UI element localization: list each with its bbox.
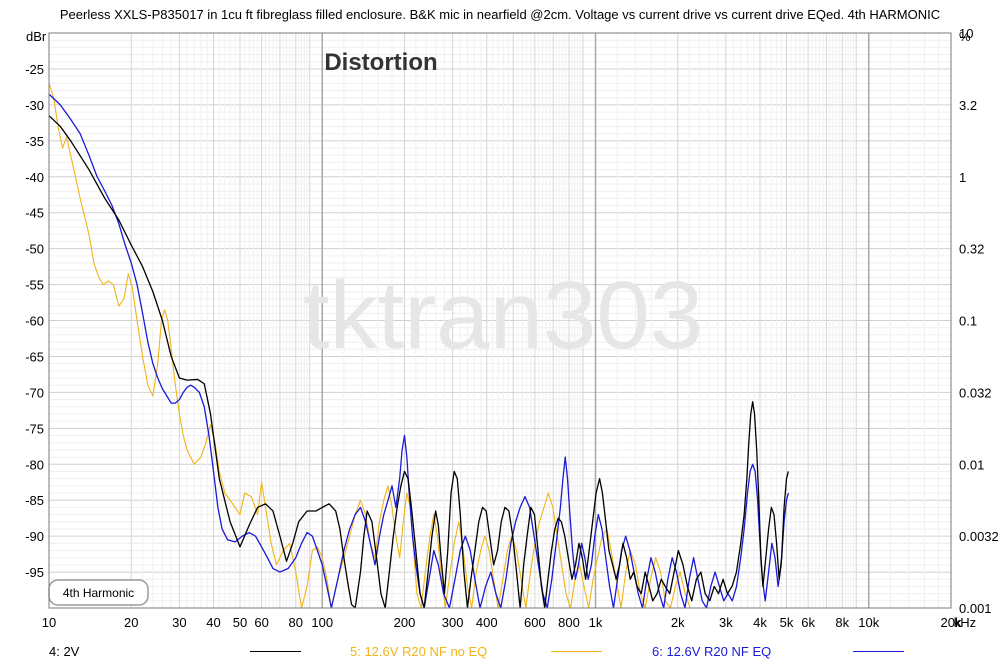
y-right-tick-label: 0.001 <box>959 601 992 616</box>
y-left-tick-label: -40 <box>25 170 44 185</box>
x-tick-label: 800 <box>558 615 580 630</box>
y-left-tick-label: -75 <box>25 421 44 436</box>
x-tick-label: 20 <box>124 615 138 630</box>
series-curves <box>49 83 789 608</box>
legend-label-series-5: 5: 12.6V R20 NF no EQ <box>350 644 488 659</box>
x-tick-label: 80 <box>289 615 303 630</box>
x-tick-label: 300 <box>442 615 464 630</box>
x-tick-label: 2k <box>671 615 685 630</box>
harmonic-badge: 4th Harmonic <box>48 579 149 606</box>
y-left-tick-label: -95 <box>25 565 44 580</box>
y-left-tick-label: -30 <box>25 98 44 113</box>
y-left-tick-label: -70 <box>25 385 44 400</box>
legend-line-series-4 <box>250 651 301 652</box>
y-right-tick-label: 0.0032 <box>959 529 999 544</box>
series-line-5 <box>49 83 691 608</box>
x-tick-label: 20k <box>941 615 962 630</box>
x-tick-label: 600 <box>524 615 546 630</box>
x-tick-label: 6k <box>801 615 815 630</box>
x-axis-unit: kHz <box>954 615 976 630</box>
left-tick-labels: -25 -30 -35 -40 -45 -50 -55 -60 -65 -70 -75 -80 -85 -… <box>25 62 44 580</box>
x-tick-label: 8k <box>835 615 849 630</box>
x-tick-label: 400 <box>476 615 498 630</box>
harmonic-badge-label: 4th Harmonic <box>63 586 134 600</box>
x-tick-label: 1k <box>589 615 603 630</box>
y-left-tick-label: -55 <box>25 278 44 293</box>
watermark-text: tktran303 <box>303 262 703 369</box>
x-tick-label: 10k <box>858 615 879 630</box>
x-tick-label: 100 <box>311 615 333 630</box>
x-tick-label: 40 <box>206 615 220 630</box>
x-tick-label: 5k <box>780 615 794 630</box>
series-line-6 <box>49 93 789 608</box>
y-left-tick-label: -80 <box>25 457 44 472</box>
y-left-tick-label: -35 <box>25 134 44 149</box>
x-tick-label: 4k <box>753 615 767 630</box>
x-tick-label: 30 <box>172 615 186 630</box>
right-axis-unit: % <box>959 29 971 44</box>
x-tick-label: 200 <box>394 615 416 630</box>
right-tick-labels: 10 3.2 1 0.32 0.1 0.032 0.01 0.0032 0.001 <box>959 26 999 616</box>
y-right-tick-label: 1 <box>959 170 966 185</box>
left-axis-unit: dBr <box>26 29 47 44</box>
x-tick-labels: 10 20 30 40 50 60 80 100 200 300 400 600 800 1k 2k 3k 4k… <box>42 615 976 630</box>
y-left-tick-label: -45 <box>25 206 44 221</box>
legend-line-series-5 <box>551 651 602 652</box>
y-right-tick-label: 0.1 <box>959 314 977 329</box>
y-left-tick-label: -85 <box>25 493 44 508</box>
y-right-tick-label: 0.01 <box>959 457 984 472</box>
y-left-tick-label: -50 <box>25 242 44 257</box>
chart-title-bar: Peerless XXLS-P835017 in 1cu ft fibregla… <box>59 7 941 22</box>
legend-line-series-6 <box>853 651 904 652</box>
y-right-tick-label: 10 <box>959 26 973 41</box>
y-left-tick-label: -25 <box>25 62 44 77</box>
y-right-tick-label: 3.2 <box>959 98 977 113</box>
x-tick-label: 3k <box>719 615 733 630</box>
x-tick-label: 60 <box>254 615 268 630</box>
y-left-tick-label: -90 <box>25 529 44 544</box>
x-tick-label: 50 <box>233 615 247 630</box>
legend-label-series-4: 4: 2V <box>49 644 80 659</box>
y-left-tick-label: -60 <box>25 314 44 329</box>
y-right-tick-label: 0.032 <box>959 385 992 400</box>
plot-frame <box>48 32 952 609</box>
plot-grid <box>49 33 951 608</box>
x-tick-label: 10 <box>42 615 56 630</box>
series-line-4 <box>49 115 789 608</box>
legend-label-series-6: 6: 12.6V R20 NF EQ <box>652 644 772 659</box>
y-left-tick-label: -65 <box>25 349 44 364</box>
chart-heading: Distortion <box>324 49 437 76</box>
y-right-tick-label: 0.32 <box>959 242 984 257</box>
